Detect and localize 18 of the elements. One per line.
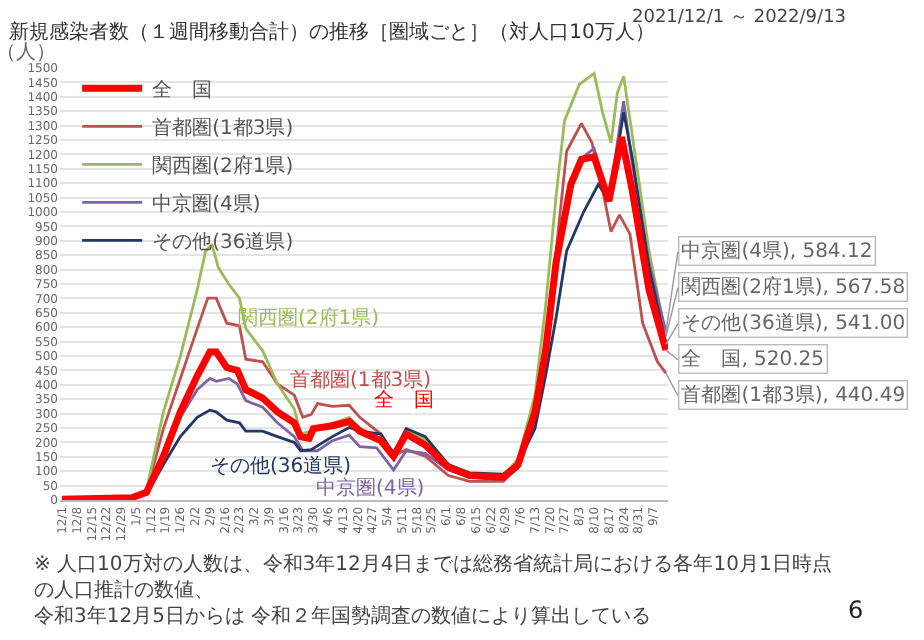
annotation: 首都圏(1都3県) (290, 368, 432, 392)
annotation: 中京圏(4県), 584.12 (681, 239, 873, 264)
annotation: 中京圏(4県) (316, 476, 425, 500)
annotation: 関西圏(2府1県), 567.58 (681, 275, 906, 300)
annotation: 首都圏(1都3県), 440.49 (681, 383, 906, 408)
legend-label: 首都圏(1都3県) (152, 116, 294, 141)
legend-label: その他(36道県) (152, 230, 294, 255)
annotation: その他(36道県) (210, 454, 352, 478)
text: ※ 人口10万対の人数は、令和3年12月4日までは総務省統計局における各年10月1日時点の人口推計の数値、 (34, 552, 832, 602)
legend-label: 中京圏(4県) (152, 192, 261, 217)
legend-label: 関西圏(2府1県) (152, 154, 294, 179)
y-axis-title: （人） (0, 42, 56, 64)
text: 6 (848, 596, 864, 624)
annotation: その他(36道県), 541.00 (681, 311, 906, 336)
annotation: 全 国 (374, 388, 434, 412)
text: 令和3年12月5日からは 令和２年国勢調査の数値により算出している (34, 604, 652, 628)
legend-label: 全 国 (152, 78, 213, 103)
annotation: 全 国, 520.25 (681, 347, 825, 372)
